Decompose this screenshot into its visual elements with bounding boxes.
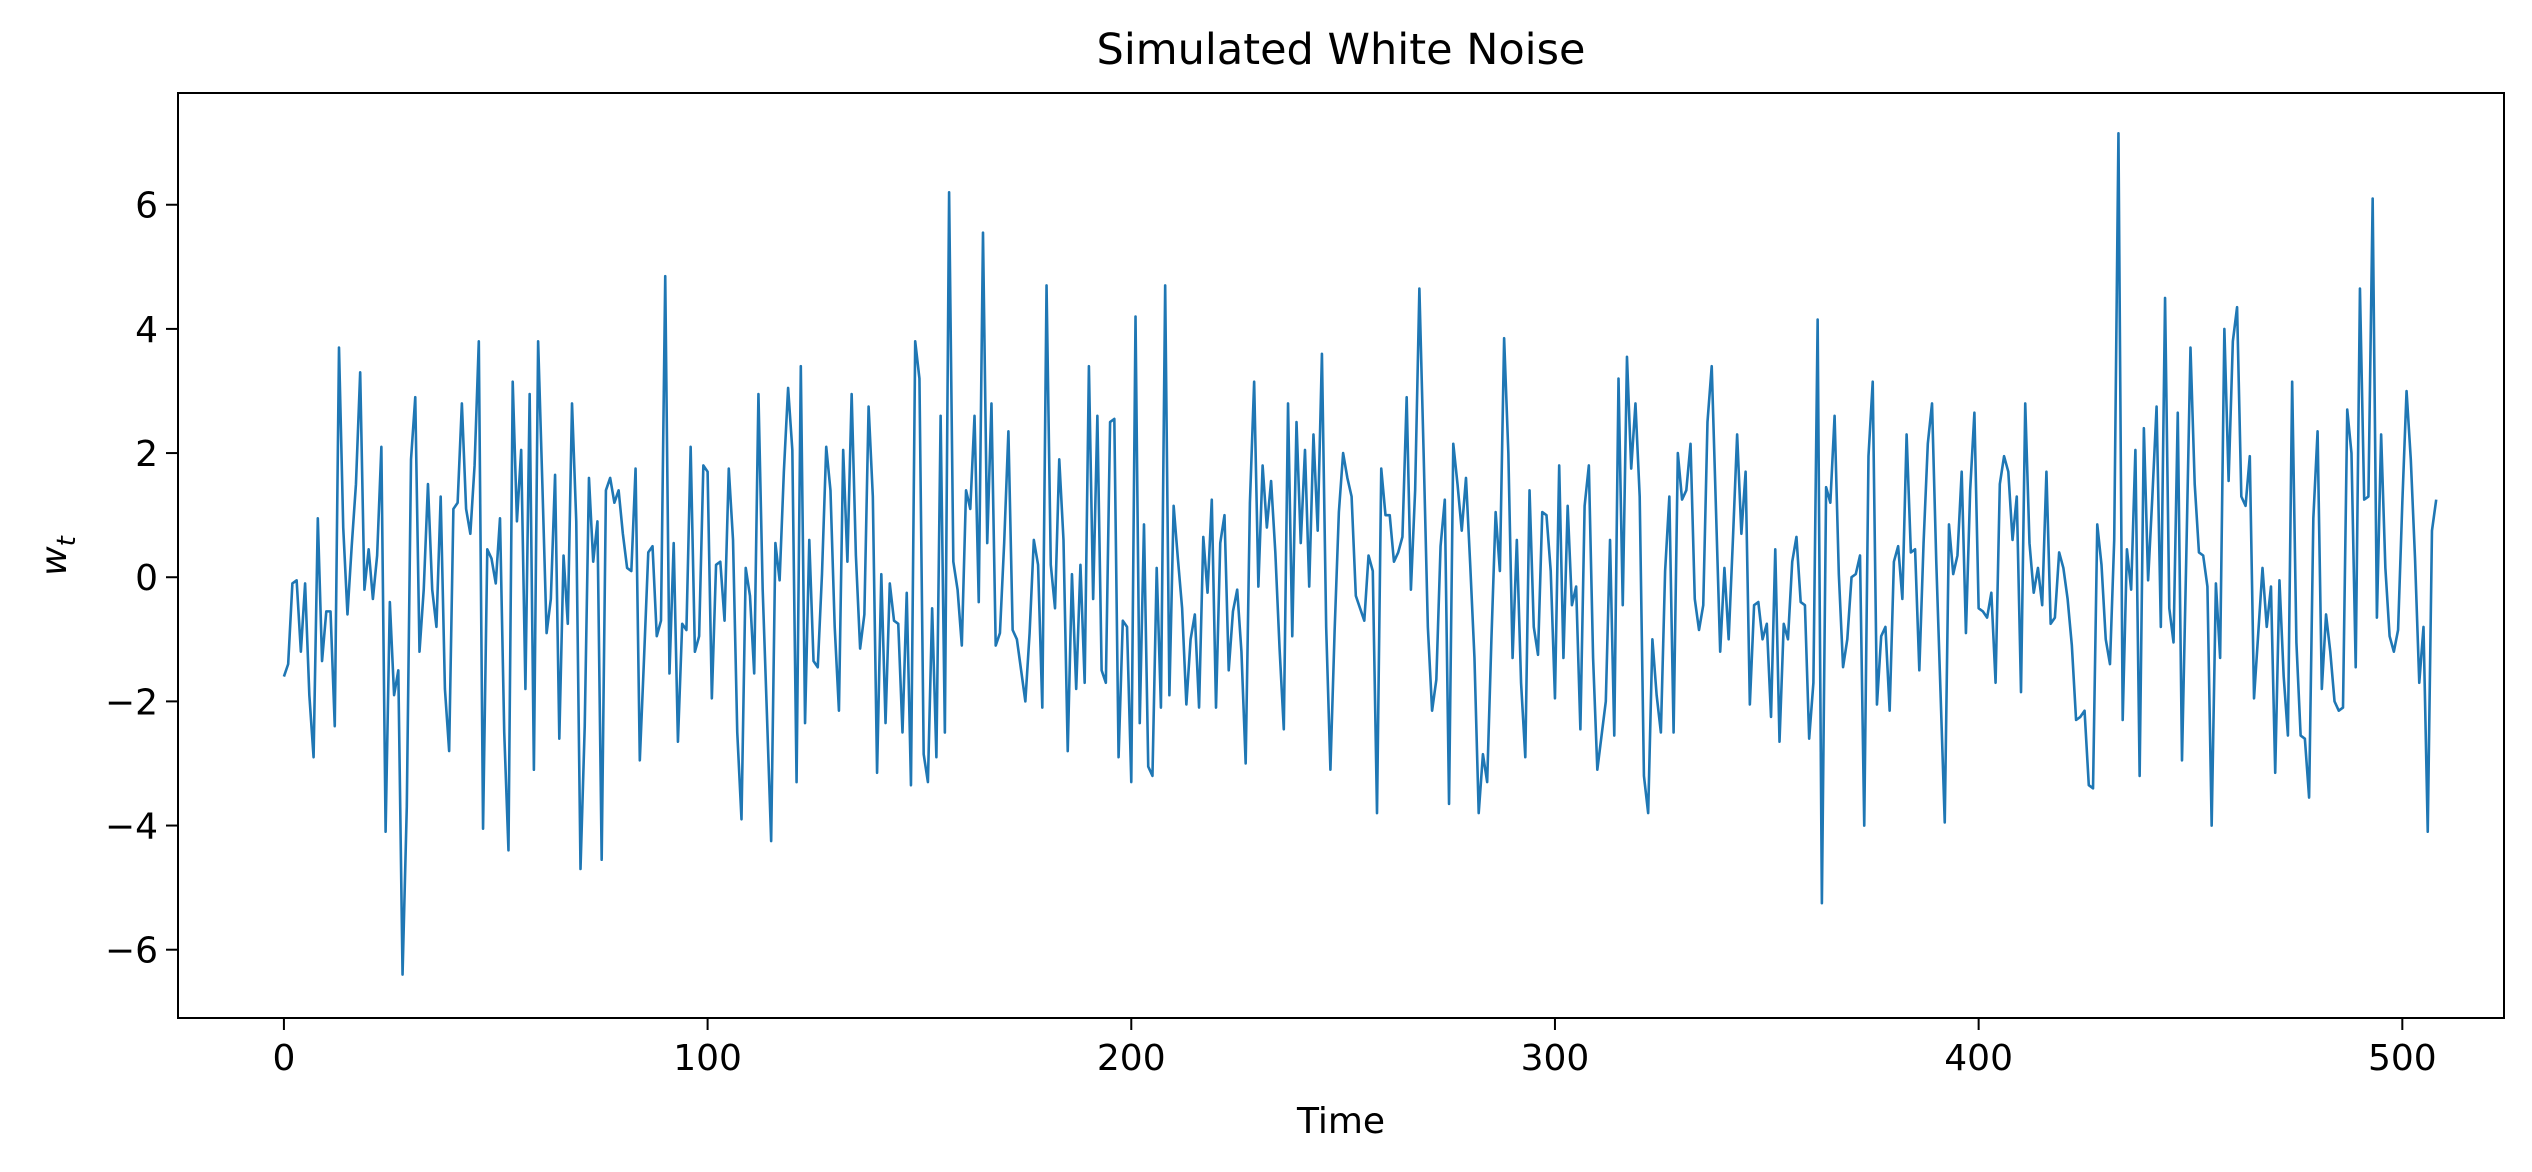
x-tick-label: 100 bbox=[673, 1038, 742, 1079]
x-axis-label: Time bbox=[1296, 1101, 1385, 1142]
y-axis-label: wt bbox=[34, 535, 82, 575]
x-tick-label: 400 bbox=[1944, 1038, 2013, 1079]
y-axis-label-subscript: t bbox=[52, 535, 82, 546]
y-tick-label: 2 bbox=[135, 434, 158, 475]
y-axis-ticks: −6 −4 −2 0 2 4 6 bbox=[105, 186, 178, 972]
x-axis-ticks: 0 100 200 300 400 500 bbox=[272, 1018, 2437, 1079]
y-axis-label-main: w bbox=[34, 546, 75, 576]
x-tick-label: 0 bbox=[272, 1038, 295, 1079]
plot-frame bbox=[177, 92, 2505, 1019]
y-tick-label: −2 bbox=[105, 682, 158, 723]
y-tick-label: 4 bbox=[135, 310, 158, 351]
series-line bbox=[282, 132, 2438, 976]
y-tick-label: −4 bbox=[105, 807, 158, 848]
x-tick-label: 500 bbox=[2368, 1038, 2437, 1079]
plot-area bbox=[177, 92, 2505, 1019]
chart-title: Simulated White Noise bbox=[1097, 25, 1586, 75]
y-tick-label: 0 bbox=[135, 558, 158, 599]
x-tick-label: 200 bbox=[1097, 1038, 1166, 1079]
y-tick-label: −6 bbox=[105, 931, 158, 972]
x-tick-label: 300 bbox=[1521, 1038, 1590, 1079]
y-tick-label: 6 bbox=[135, 186, 158, 227]
